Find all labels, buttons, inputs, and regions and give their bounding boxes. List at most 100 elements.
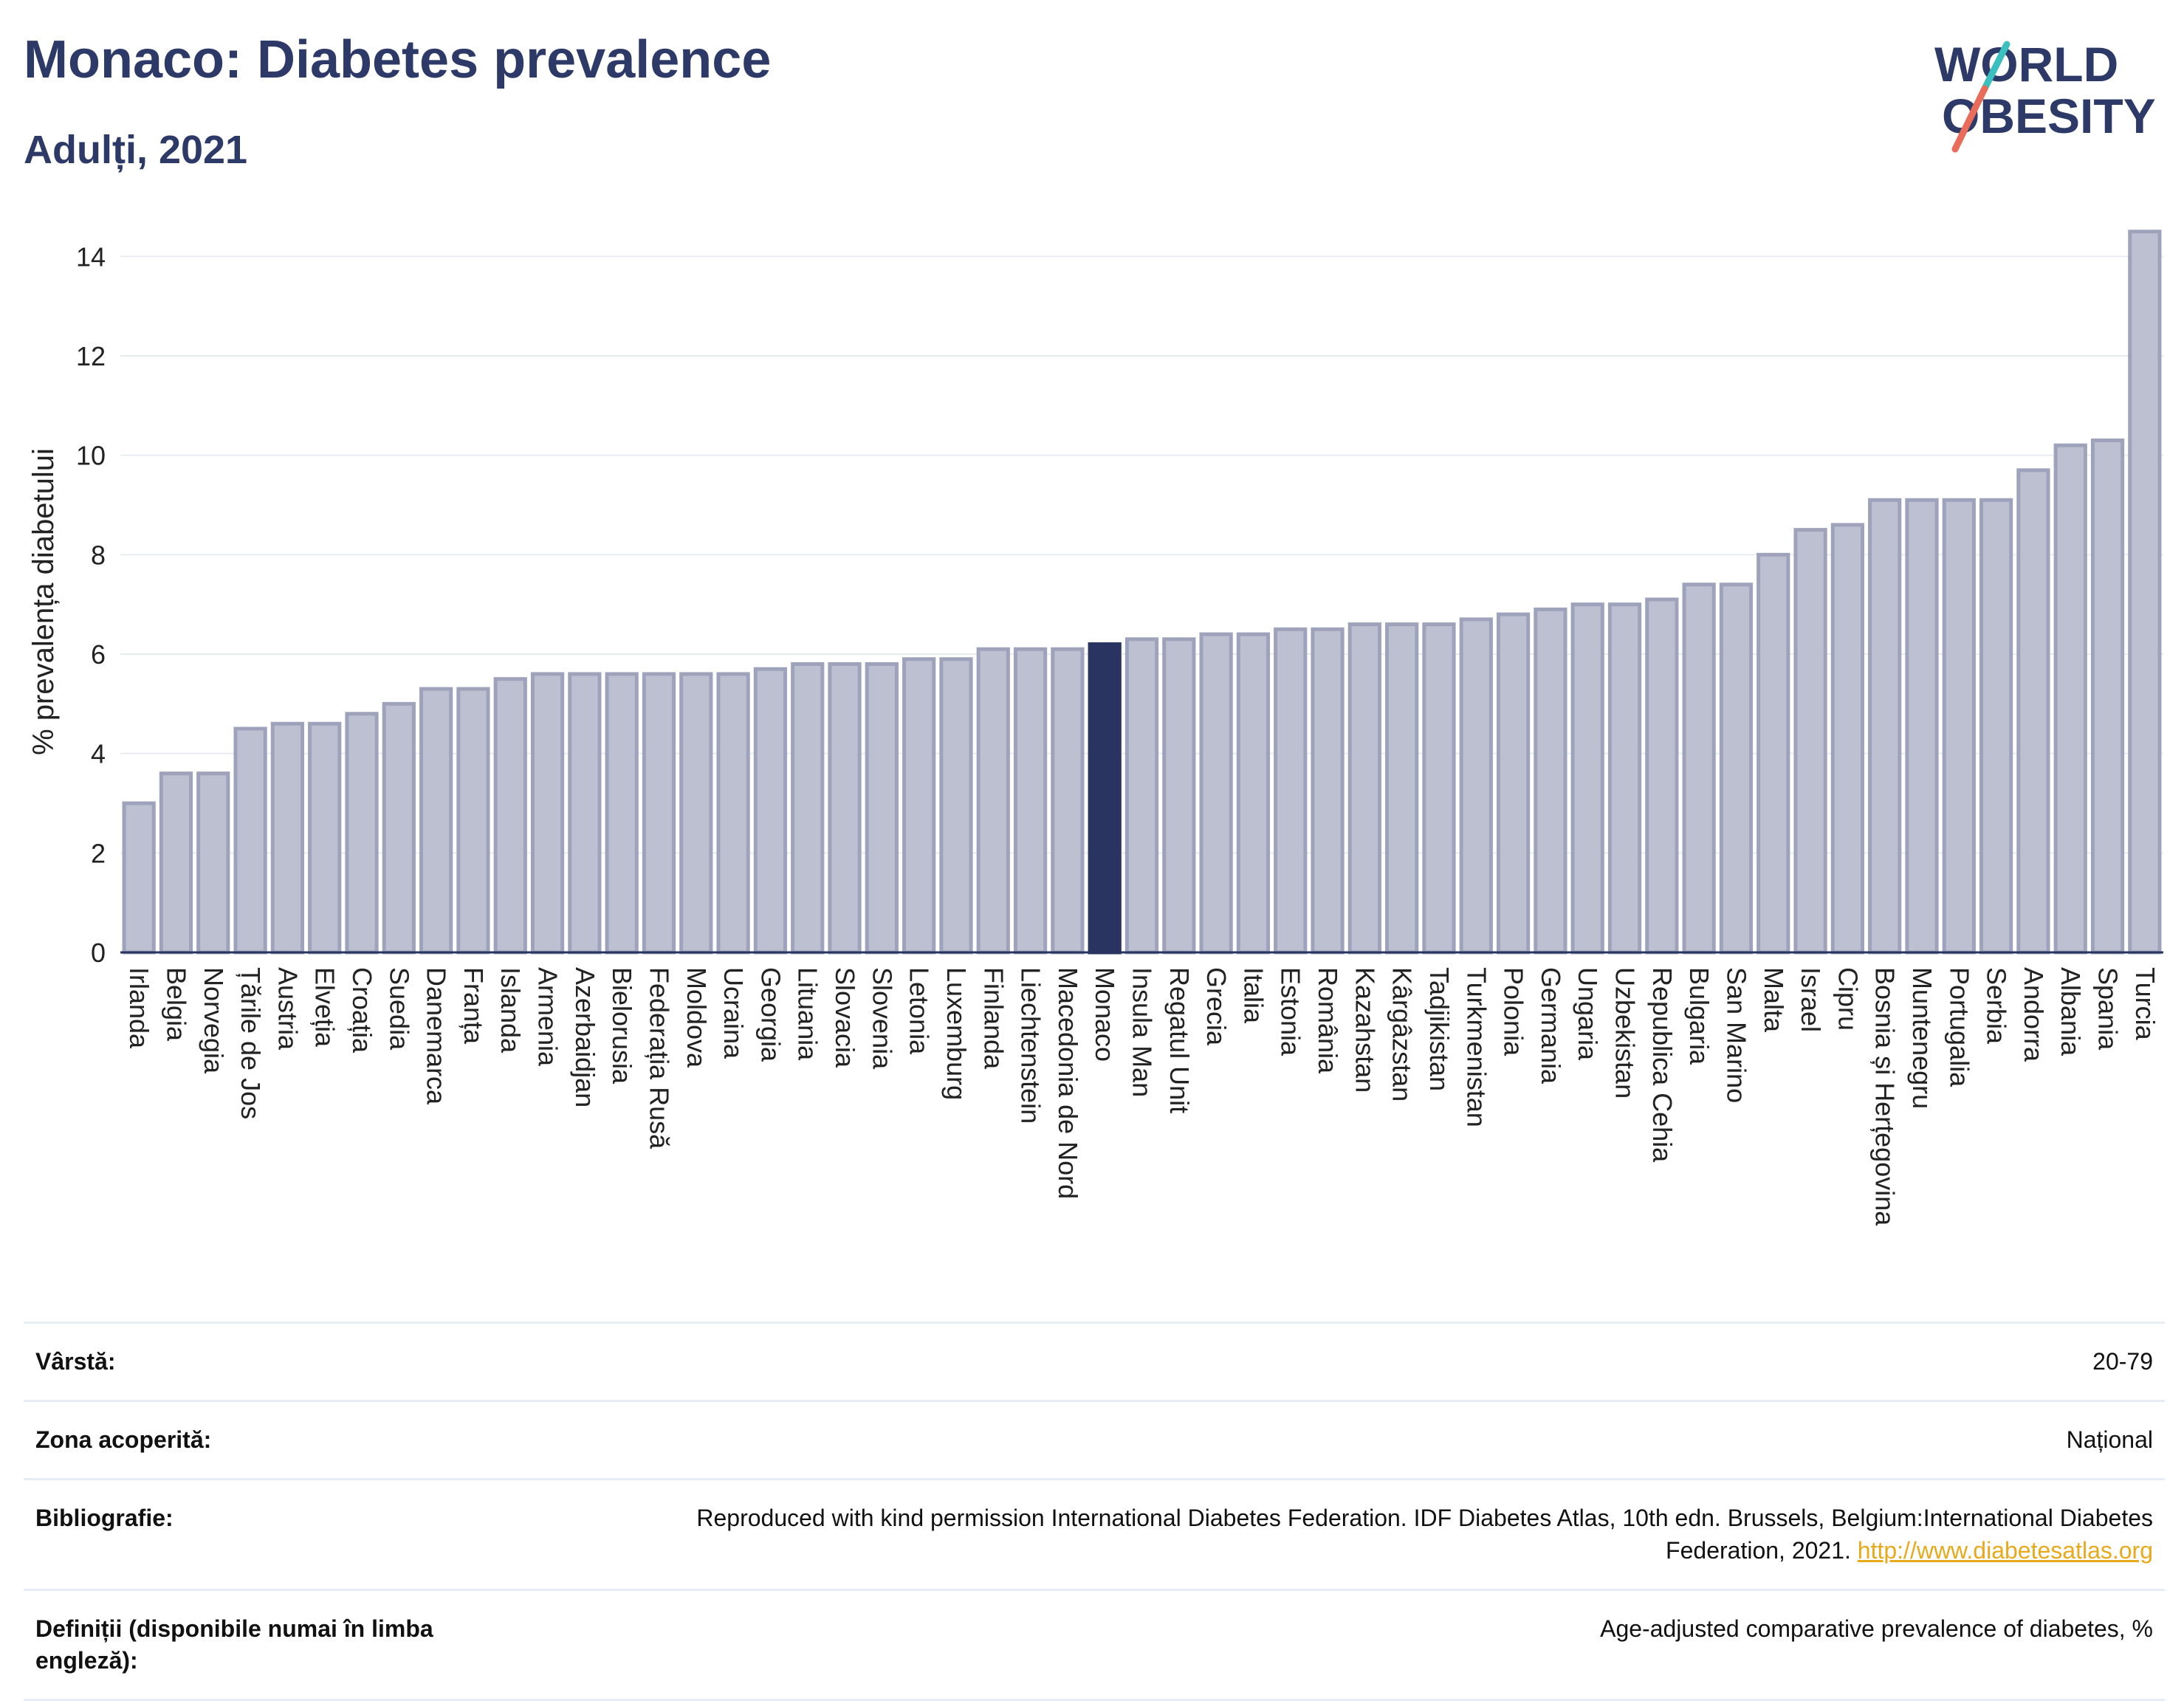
x-tick-label: Grecia bbox=[1201, 967, 1232, 1046]
logo-line1: WORLD bbox=[1934, 37, 2118, 92]
bar bbox=[530, 672, 565, 955]
y-tick-label: 4 bbox=[91, 739, 106, 769]
info-label: Zona acoperită: bbox=[35, 1426, 212, 1454]
bar bbox=[1385, 622, 1419, 955]
info-label: Bibliografie: bbox=[35, 1505, 174, 1532]
bar bbox=[1051, 647, 1085, 955]
bar bbox=[270, 721, 305, 955]
x-tick-label: Israel bbox=[1796, 967, 1826, 1032]
bar bbox=[1236, 632, 1271, 955]
bar bbox=[1162, 637, 1196, 955]
x-tick-label: Uzbekistan bbox=[1610, 967, 1641, 1099]
page-subtitle: Adulți, 2021 bbox=[24, 128, 248, 172]
world-obesity-logo[interactable]: WORLD OBESITY bbox=[1920, 30, 2171, 162]
bar bbox=[2053, 443, 2087, 955]
y-tick-label: 10 bbox=[76, 441, 106, 471]
bar bbox=[1607, 602, 1642, 955]
y-axis-label: % prevalența diabetului bbox=[27, 448, 60, 755]
bar bbox=[159, 772, 193, 955]
x-tick-label: Finlanda bbox=[978, 967, 1009, 1070]
bibliography-link[interactable]: http://www.diabetesatlas.org bbox=[1857, 1536, 2153, 1564]
x-tick-label: Germania bbox=[1536, 967, 1566, 1085]
x-tick-label: Letonia bbox=[904, 967, 935, 1055]
info-row-definitions: Definiții (disponibile numai în limba en… bbox=[24, 1588, 2165, 1701]
x-tick-label: Bosnia și Herțegovina bbox=[1870, 967, 1900, 1226]
bar bbox=[568, 672, 602, 955]
x-tick-label: Turcia bbox=[2130, 967, 2160, 1041]
bar bbox=[493, 677, 527, 955]
x-tick-label: Lituania bbox=[793, 967, 823, 1061]
y-tick-label: 2 bbox=[91, 838, 106, 868]
info-row-age: Vârstă: 20-79 bbox=[24, 1322, 2165, 1400]
x-tick-label: Serbia bbox=[1982, 967, 2012, 1045]
bar bbox=[1942, 498, 1976, 955]
x-tick-label: Slovenia bbox=[867, 967, 897, 1070]
x-tick-label: Austria bbox=[272, 967, 303, 1051]
bar bbox=[1124, 637, 1159, 955]
x-tick-label: Cipru bbox=[1833, 967, 1863, 1031]
x-tick-label: Italia bbox=[1238, 967, 1268, 1024]
info-value: Age-adjusted comparative prevalence of d… bbox=[1600, 1615, 2153, 1642]
bar bbox=[1868, 498, 1902, 955]
x-tick-label: Norvegia bbox=[199, 967, 229, 1074]
x-tick-label: Ucraina bbox=[718, 967, 749, 1059]
logo-slash-red bbox=[1951, 85, 1988, 153]
bar bbox=[642, 672, 676, 955]
info-value: Reproduced with kind permission Internat… bbox=[639, 1502, 2153, 1566]
bar bbox=[1459, 617, 1493, 955]
x-tick-label: Ungaria bbox=[1573, 967, 1603, 1061]
x-tick-label: Macedonia de Nord bbox=[1053, 967, 1083, 1199]
x-tick-label: Albania bbox=[2056, 967, 2086, 1056]
x-tick-label: Luxemburg bbox=[941, 967, 972, 1100]
x-tick-label: Turkmenistan bbox=[1461, 967, 1491, 1127]
bar bbox=[1682, 583, 1716, 955]
x-tick-label: Federația Rusă bbox=[644, 967, 674, 1150]
bibliography-text: Reproduced with kind permission Internat… bbox=[696, 1505, 2153, 1564]
x-tick-label: Azerbaidjan bbox=[570, 967, 600, 1107]
bar bbox=[1274, 627, 1308, 955]
bar bbox=[1534, 607, 1567, 955]
info-label: Definiții (disponibile numai în limba en… bbox=[35, 1615, 433, 1674]
x-tick-label: Spania bbox=[2093, 967, 2123, 1051]
info-table: Vârstă: 20-79 Zona acoperită: Național B… bbox=[24, 1322, 2165, 1701]
bar bbox=[791, 662, 825, 955]
x-tick-label: Malta bbox=[1759, 967, 1789, 1033]
bar bbox=[1347, 622, 1381, 955]
x-tick-label: Portugalia bbox=[1944, 967, 1974, 1087]
x-tick-label: Armenia bbox=[533, 967, 563, 1067]
y-tick-label: 8 bbox=[91, 540, 106, 570]
bar bbox=[939, 657, 973, 955]
bar bbox=[1757, 552, 1790, 955]
bar bbox=[1830, 523, 1864, 955]
bar bbox=[828, 662, 862, 955]
x-tick-label: Polonia bbox=[1499, 967, 1529, 1056]
info-row-coverage: Zona acoperită: Național bbox=[24, 1400, 2165, 1478]
info-label: Vârstă: bbox=[35, 1348, 116, 1375]
bar bbox=[1719, 583, 1754, 955]
bar bbox=[1979, 498, 2013, 955]
x-tick-label: Țările de Jos bbox=[236, 967, 266, 1119]
bar bbox=[1199, 632, 1233, 955]
info-row-bibliography: Bibliografie: Reproduced with kind permi… bbox=[24, 1478, 2165, 1588]
bar bbox=[122, 801, 156, 955]
bar-chart: 0 2 4 6 8 10 12 14 % prevalența diabetului Irland… bbox=[27, 230, 2163, 1226]
bar bbox=[1013, 647, 1048, 955]
info-value: 20-79 bbox=[2092, 1348, 2153, 1375]
bar bbox=[308, 721, 342, 955]
bar bbox=[233, 726, 267, 955]
x-tick-label: Slovacia bbox=[830, 967, 860, 1068]
x-tick-label: Muntenegru bbox=[1907, 967, 1937, 1109]
bar bbox=[456, 687, 490, 955]
bar bbox=[865, 662, 899, 955]
y-tick-label: 14 bbox=[76, 241, 106, 272]
x-tick-label: Monaco bbox=[1090, 967, 1120, 1062]
x-tick-label: Belgia bbox=[161, 967, 191, 1042]
bar bbox=[1570, 602, 1604, 955]
x-tick-label: Georgia bbox=[755, 967, 786, 1062]
x-tick-label: Liechtenstein bbox=[1016, 967, 1046, 1124]
bar bbox=[902, 657, 936, 955]
x-tick-label: Kazahstan bbox=[1350, 967, 1380, 1093]
x-tick-label: Kârgâzstan bbox=[1387, 967, 1418, 1102]
bar bbox=[2016, 468, 2050, 955]
x-tick-label: Insula Man bbox=[1127, 967, 1158, 1097]
